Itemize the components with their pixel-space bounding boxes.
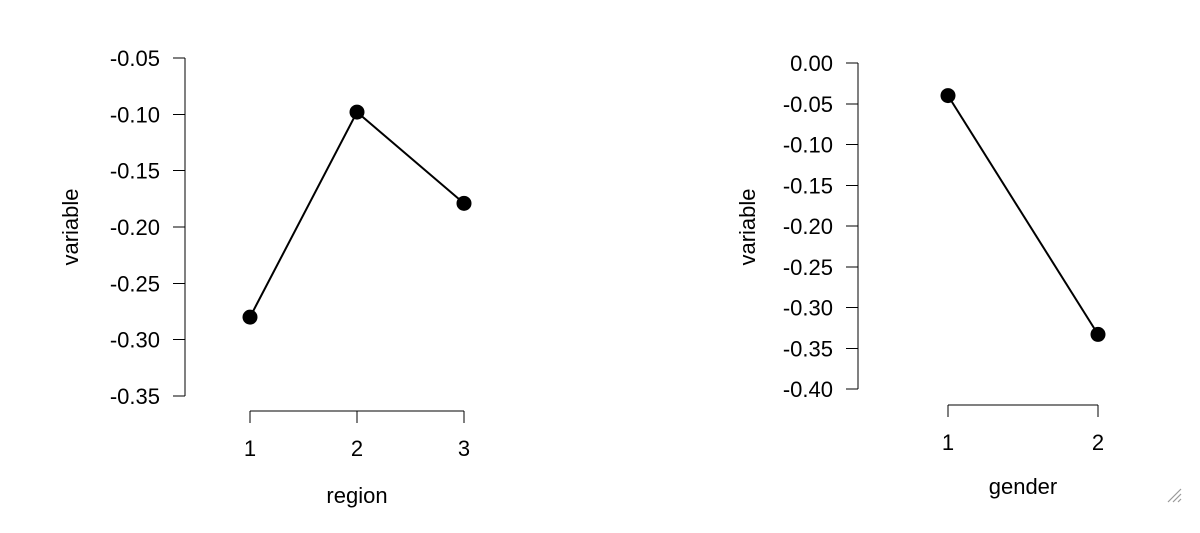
x-axis-label: region — [326, 483, 387, 508]
x-tick-label: 2 — [1092, 430, 1104, 455]
y-tick-label: -0.15 — [110, 159, 160, 184]
y-tick-label: -0.30 — [783, 296, 833, 321]
x-tick-label: 1 — [942, 430, 954, 455]
y-tick-label: 0.00 — [790, 51, 833, 76]
series-line — [249, 110, 465, 318]
y-tick-label: -0.35 — [110, 384, 160, 409]
x-tick-label: 2 — [351, 436, 363, 461]
data-point — [242, 309, 258, 325]
y-tick-label: -0.30 — [110, 328, 160, 353]
y-tick-label: -0.20 — [110, 215, 160, 240]
y-tick-label: -0.15 — [783, 173, 833, 198]
y-tick-label: -0.10 — [783, 133, 833, 158]
y-tick-label: -0.05 — [110, 46, 160, 71]
data-point — [349, 104, 365, 120]
y-axis-label: variable — [58, 188, 83, 265]
gender-chart: gender variable 0.00 -0.05 -0.10 -0.15 -0.20… — [735, 51, 1106, 499]
y-tick-label: -0.10 — [110, 102, 160, 127]
y-tick-label: -0.25 — [110, 271, 160, 296]
region-chart: region variable -0.05 -0.10 -0.15 -0.20 -0.2… — [58, 46, 472, 508]
x-tick-label: 1 — [244, 436, 256, 461]
y-tick-label: -0.25 — [783, 255, 833, 280]
y-tick-label: -0.05 — [783, 92, 833, 117]
x-tick-label: 3 — [458, 436, 470, 461]
x-axis-label: gender — [989, 474, 1058, 499]
y-axis-label: variable — [735, 188, 760, 265]
resize-grip-icon[interactable] — [1164, 485, 1182, 503]
data-point — [1090, 326, 1106, 342]
data-point — [940, 88, 956, 104]
data-point — [456, 195, 472, 211]
y-tick-label: -0.20 — [783, 214, 833, 239]
y-tick-label: -0.40 — [783, 377, 833, 402]
series-line — [947, 95, 1099, 335]
y-tick-label: -0.35 — [783, 336, 833, 361]
